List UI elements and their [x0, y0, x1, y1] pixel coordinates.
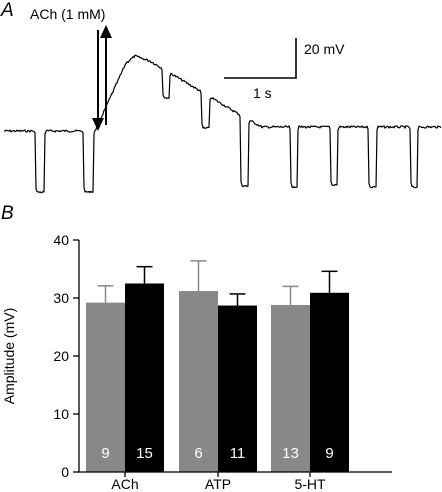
bar-atp-control: 6 — [179, 260, 218, 472]
panel-a-letter: A — [0, 0, 14, 21]
bar-n-label: 13 — [282, 445, 299, 462]
bar-rect — [179, 291, 218, 472]
y-axis-label: Amplitude (mV) — [1, 308, 17, 404]
x-tick-label: ATP — [205, 476, 231, 492]
membrane-potential-trace — [3, 54, 442, 194]
bar-n-label: 11 — [230, 445, 246, 462]
y-tick-label: 10 — [53, 406, 69, 422]
bar-n-label: 9 — [325, 445, 333, 462]
panel-b-letter: B — [1, 203, 14, 224]
y-axis-ticks: 0 10 20 30 40 — [53, 232, 79, 480]
bar-5ht-control: 13 — [271, 285, 310, 472]
bar-chart: 9 15 6 11 13 9 — [86, 260, 349, 472]
scale-time-label: 1 s — [253, 85, 272, 101]
y-tick-label: 20 — [53, 348, 69, 364]
bar-5ht-treated: 9 — [310, 270, 349, 472]
bar-ach-treated: 15 — [125, 265, 164, 472]
bar-rect — [125, 283, 164, 472]
bar-rect — [310, 292, 349, 472]
y-tick-label: 0 — [61, 464, 69, 480]
x-axis-labels: ACh ATP 5-HT — [111, 472, 326, 492]
scale-bar — [224, 38, 297, 79]
bar-n-label: 6 — [194, 445, 202, 462]
bar-rect — [86, 302, 125, 472]
bar-atp-treated: 11 — [218, 293, 257, 472]
bar-n-label: 9 — [101, 445, 109, 462]
bar-rect — [271, 304, 310, 472]
bar-rect — [218, 305, 257, 472]
bar-n-label: 15 — [136, 445, 153, 462]
y-tick-label: 30 — [53, 290, 69, 306]
y-tick-label: 40 — [53, 232, 69, 248]
x-tick-label: ACh — [111, 476, 138, 492]
scale-voltage-label: 20 mV — [304, 41, 345, 57]
bar-ach-control: 9 — [86, 285, 125, 472]
stimulus-label: ACh (1 mM) — [30, 6, 105, 22]
x-tick-label: 5-HT — [294, 476, 326, 492]
